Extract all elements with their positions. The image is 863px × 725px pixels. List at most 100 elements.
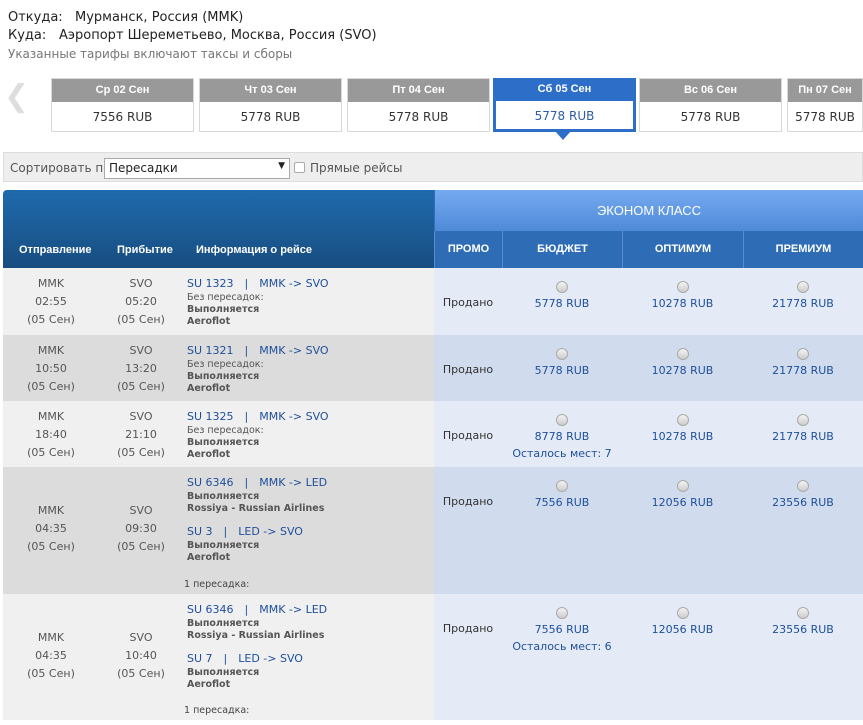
- date-tab-day: Пт 04 Сен: [348, 79, 489, 102]
- radio-button[interactable]: [797, 281, 809, 293]
- fare-cells: Продано 8778 RUB Осталось мест: 7 10278 RUB…: [434, 401, 863, 467]
- flight-number-route[interactable]: SU 6346 | MMK -> LED: [187, 475, 327, 491]
- fare-option[interactable]: 12056 RUB: [622, 607, 743, 636]
- flight-info-cell: MMK 02:55 (05 Сен) SVO 05:20 (05 Сен) SU 1323 …: [3, 268, 434, 335]
- date-tab[interactable]: Чт 03 Сен 5778 RUB: [199, 78, 342, 132]
- radio-button[interactable]: [556, 414, 568, 426]
- flight-route: MMK -> SVO: [259, 344, 329, 357]
- radio-button[interactable]: [676, 348, 689, 360]
- separator: |: [216, 652, 235, 665]
- flight-segment: SU 6346 | MMK -> LED Выполняется Rossiya -…: [187, 602, 327, 642]
- header-info: Информация о рейсе: [196, 244, 313, 256]
- checkbox-icon[interactable]: [294, 162, 305, 173]
- flight-number-route[interactable]: SU 1323 | MMK -> SVO: [187, 276, 329, 292]
- date-tab[interactable]: Пт 04 Сен 5778 RUB: [347, 78, 490, 132]
- sort-value: Пересадки: [109, 161, 178, 175]
- economy-class-header: ЭКОНОМ КЛАСС: [434, 190, 863, 231]
- fare-price: 10278 RUB: [651, 364, 714, 377]
- flight-segment: SU 6346 | MMK -> LED Выполняется Rossiya -…: [187, 475, 327, 515]
- fare-price: 21778 RUB: [772, 297, 834, 310]
- sort-bar: Сортировать по Пересадки ▼ Прямые рейсы: [3, 152, 863, 182]
- radio-button[interactable]: [676, 414, 689, 426]
- fare-note: Указанные тарифы включают таксы и сборы: [8, 47, 293, 61]
- flight-number-route[interactable]: SU 3 | LED -> SVO: [187, 524, 327, 540]
- date-tab[interactable]: Пн 07 Сен 5778 RUB: [787, 78, 863, 132]
- date-tab-price: 5778 RUB: [240, 110, 301, 124]
- direct-flights-checkbox[interactable]: Прямые рейсы: [294, 161, 402, 175]
- flight-number-route[interactable]: SU 6346 | MMK -> LED: [187, 602, 327, 618]
- radio-button[interactable]: [556, 480, 568, 492]
- header-optimum: ОПТИМУМ: [622, 231, 743, 268]
- flight-number[interactable]: SU 6346: [187, 603, 234, 616]
- date-tab[interactable]: Сб 05 Сен 5778 RUB: [493, 78, 636, 132]
- fare-option[interactable]: 7556 RUB Осталось мест: 6: [502, 607, 622, 653]
- header-premium: ПРЕМИУМ: [743, 231, 863, 268]
- radio-button[interactable]: [556, 348, 568, 360]
- flight-number[interactable]: SU 1325: [187, 410, 234, 423]
- fare-option[interactable]: 5778 RUB: [502, 348, 622, 377]
- flight-number-route[interactable]: SU 7 | LED -> SVO: [187, 651, 327, 667]
- fare-option[interactable]: 21778 RUB: [743, 348, 863, 377]
- flight-segment: SU 1323 | MMK -> SVO Без пересадок: Выполн…: [187, 276, 329, 328]
- airline: Aeroflot: [187, 679, 231, 690]
- header-arrival: Прибытие: [117, 244, 173, 256]
- fare-option[interactable]: 10278 RUB: [622, 414, 743, 443]
- flight-segment: SU 7 | LED -> SVO Выполняется Aeroflot: [187, 651, 327, 691]
- flight-status: Выполняется: [187, 371, 260, 382]
- airline: Rossiya - Russian Airlines: [187, 630, 325, 641]
- fare-option[interactable]: 10278 RUB: [622, 281, 743, 310]
- table-row: MMK 10:50 (05 Сен) SVO 13:20 (05 Сен) SU 1321 …: [3, 335, 863, 401]
- date-tab-price: 5778 RUB: [680, 110, 741, 124]
- table-row: MMK 04:35 (05 Сен) SVO 09:30 (05 Сен) SU 6346 …: [3, 467, 863, 594]
- table-row: MMK 02:55 (05 Сен) SVO 05:20 (05 Сен) SU 1323 …: [3, 268, 863, 335]
- flight-number-route[interactable]: SU 1325 | MMK -> SVO: [187, 409, 329, 425]
- date-tab-day: Вс 06 Сен: [640, 79, 781, 102]
- date-tab[interactable]: Ср 02 Сен 7556 RUB: [51, 78, 194, 132]
- date-tab-price: 7556 RUB: [92, 110, 153, 124]
- date-tab[interactable]: Вс 06 Сен 5778 RUB: [639, 78, 782, 132]
- departure-value: 02:55: [35, 295, 67, 308]
- flight-number[interactable]: SU 1323: [187, 277, 234, 290]
- flight-table-header: Отправление Прибытие Информация о рейсе: [3, 190, 434, 268]
- destination-value: Аэропорт Шереметьево, Москва, Россия (SV…: [59, 28, 377, 43]
- radio-button[interactable]: [797, 414, 809, 426]
- fare-cells: Продано 7556 RUB Осталось мест: 6 12056 RUB…: [434, 594, 863, 720]
- flight-number[interactable]: SU 3: [187, 525, 213, 538]
- header-budget: БЮДЖЕТ: [502, 231, 622, 268]
- radio-button[interactable]: [797, 480, 809, 492]
- departure-value: (05 Сен): [27, 313, 75, 326]
- flight-info-cell: MMK 18:40 (05 Сен) SVO 21:10 (05 Сен) SU 1325 …: [3, 401, 434, 467]
- flight-status: Выполняется: [187, 304, 260, 315]
- chevron-left-icon[interactable]: ❮: [4, 79, 30, 114]
- fare-option[interactable]: 12056 RUB: [622, 480, 743, 509]
- flight-info-cell: MMK 04:35 (05 Сен) SVO 09:30 (05 Сен) SU 6346 …: [3, 467, 434, 594]
- fare-option[interactable]: 21778 RUB: [743, 281, 863, 310]
- fare-option[interactable]: 10278 RUB: [622, 348, 743, 377]
- radio-button[interactable]: [676, 480, 689, 492]
- fare-option[interactable]: 23556 RUB: [743, 607, 863, 636]
- fare-option[interactable]: 21778 RUB: [743, 414, 863, 443]
- radio-button[interactable]: [797, 607, 809, 619]
- radio-button[interactable]: [556, 281, 568, 293]
- fare-option[interactable]: 8778 RUB Осталось мест: 7: [502, 414, 622, 460]
- fare-option[interactable]: 5778 RUB: [502, 281, 622, 310]
- arrival-value: 09:30: [125, 522, 157, 535]
- departure-value: 10:50: [35, 362, 67, 375]
- fare-price: 23556 RUB: [772, 623, 834, 636]
- sort-label: Сортировать по: [10, 161, 111, 175]
- arrival-cell: SVO 10:40 (05 Сен): [96, 629, 186, 683]
- flight-number[interactable]: SU 6346: [187, 476, 234, 489]
- fare-option[interactable]: 7556 RUB: [502, 480, 622, 509]
- flight-number[interactable]: SU 1321: [187, 344, 234, 357]
- flight-number-route[interactable]: SU 1321 | MMK -> SVO: [187, 343, 329, 359]
- radio-button[interactable]: [676, 607, 689, 619]
- flight-number[interactable]: SU 7: [187, 652, 213, 665]
- radio-button[interactable]: [797, 348, 809, 360]
- flight-info: SU 6346 | MMK -> LED Выполняется Rossiya -…: [187, 602, 327, 691]
- flight-info: SU 1321 | MMK -> SVO Без пересадок: Выполн…: [187, 343, 329, 395]
- fare-option[interactable]: 23556 RUB: [743, 480, 863, 509]
- radio-button[interactable]: [556, 607, 568, 619]
- sort-select[interactable]: Пересадки ▼: [104, 158, 290, 179]
- radio-button[interactable]: [676, 281, 689, 293]
- arrival-value: (05 Сен): [117, 380, 165, 393]
